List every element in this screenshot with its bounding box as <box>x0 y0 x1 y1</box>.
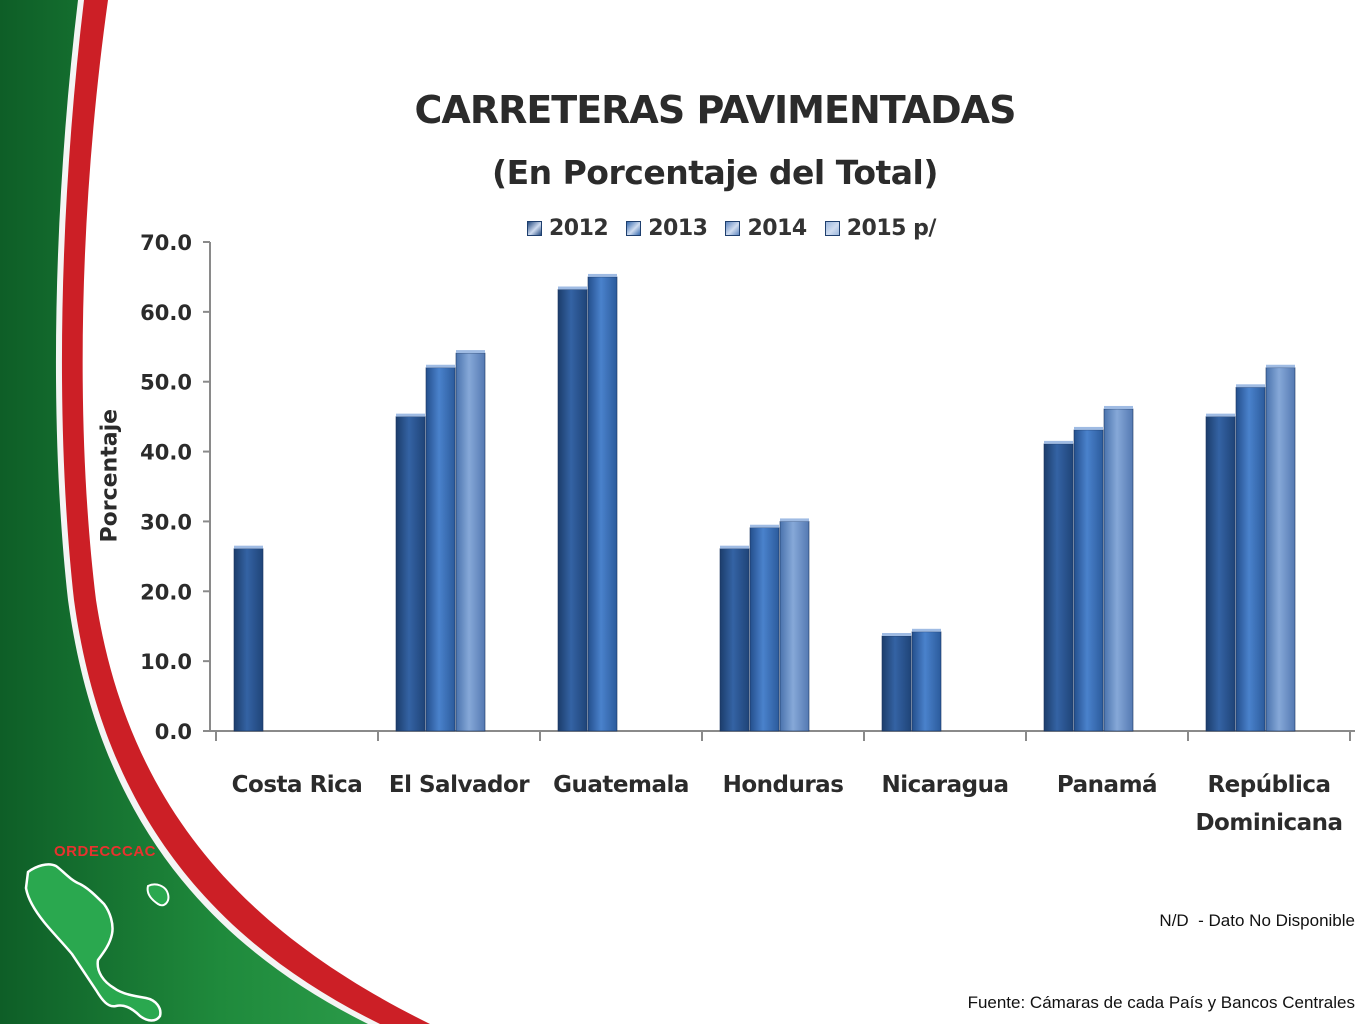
bar-cap <box>456 350 485 354</box>
y-tick-label: 60.0 <box>140 301 192 325</box>
bar-2013 <box>911 631 942 732</box>
legend-label: 2015 p/ <box>846 216 937 241</box>
bar-2013 <box>425 367 456 732</box>
legend-label: 2012 <box>549 216 609 241</box>
bar-2014 <box>455 352 486 732</box>
x-category-label: El Salvador <box>389 772 530 798</box>
bar-cap <box>1266 364 1295 368</box>
bar-cap <box>780 518 809 522</box>
x-category-label: República <box>1207 772 1330 798</box>
footnote-nd: N/D - Dato No Disponible <box>1159 911 1355 930</box>
y-tick-label: 70.0 <box>140 231 192 255</box>
bar-2013 <box>587 276 618 732</box>
bar-2012 <box>233 548 264 732</box>
legend-label: 2014 <box>747 216 807 241</box>
bar-2012 <box>719 548 750 732</box>
legend-item: 2014 <box>725 216 807 241</box>
bar-2012 <box>1205 416 1236 732</box>
brand-name: ORDECCCAC <box>54 843 156 860</box>
x-category-label: Honduras <box>723 772 844 798</box>
island-shape <box>146 883 170 907</box>
x-category-label: Panamá <box>1057 772 1157 798</box>
legend-swatch <box>725 221 741 236</box>
bar-2012 <box>395 416 426 732</box>
bar-2014 <box>1265 367 1296 732</box>
bar-cap <box>588 273 617 277</box>
chart-title: CARRETERAS PAVIMENTADAS <box>414 88 1017 132</box>
bar-2013 <box>1235 387 1266 732</box>
bar-cap <box>1104 405 1133 409</box>
chart-bars <box>233 273 1296 732</box>
y-tick-label: 20.0 <box>140 580 192 604</box>
x-category-label: Dominicana <box>1195 810 1342 836</box>
legend-swatch <box>824 221 840 236</box>
bar-cap <box>426 364 455 368</box>
bar-2012 <box>557 289 588 732</box>
bar-cap <box>882 632 911 636</box>
legend-item: 2012 <box>527 216 609 241</box>
legend-swatch <box>626 221 642 236</box>
green-side-panel <box>0 0 368 1024</box>
source-note: Fuente: Cámaras de cada País y Bancos Ce… <box>967 993 1355 1012</box>
x-category-label: Nicaragua <box>881 772 1008 798</box>
bar-2014 <box>1103 408 1134 732</box>
legend-swatch <box>527 221 542 236</box>
chart-legend: 2012 2013 2014 2015 p/ <box>527 216 936 241</box>
bar-2013 <box>1073 429 1104 732</box>
bar-cap <box>750 524 779 528</box>
y-tick-label: 0.0 <box>155 720 192 744</box>
y-tick-label: 50.0 <box>140 371 192 395</box>
bar-cap <box>558 286 587 290</box>
legend-label: 2013 <box>648 216 708 241</box>
central-america-map <box>24 863 162 1022</box>
bar-cap <box>720 545 749 549</box>
x-category-label: Guatemala <box>553 772 689 798</box>
bar-2014 <box>779 521 810 732</box>
chart-labels: 0.0 10.0 20.0 30.0 40.0 50.0 60.0 70.0 Costa Ric… <box>140 231 1343 836</box>
y-tick-label: 10.0 <box>140 650 192 674</box>
chart-subtitle: (En Porcentaje del Total) <box>492 153 938 192</box>
bar-cap <box>234 545 263 549</box>
x-category-label: Costa Rica <box>232 772 363 798</box>
bar-cap <box>1206 413 1235 417</box>
bar-cap <box>912 628 941 632</box>
legend-item: 2015 p/ <box>824 216 937 241</box>
bar-2012 <box>1043 443 1074 732</box>
bar-2012 <box>881 635 912 732</box>
legend-item: 2013 <box>626 216 708 241</box>
y-tick-label: 30.0 <box>140 510 192 534</box>
bar-cap <box>1044 440 1073 444</box>
bar-cap <box>396 413 425 417</box>
bar-cap <box>1236 384 1265 388</box>
bar-2013 <box>749 527 780 732</box>
bar-cap <box>1074 426 1103 430</box>
y-tick-label: 40.0 <box>140 441 192 465</box>
